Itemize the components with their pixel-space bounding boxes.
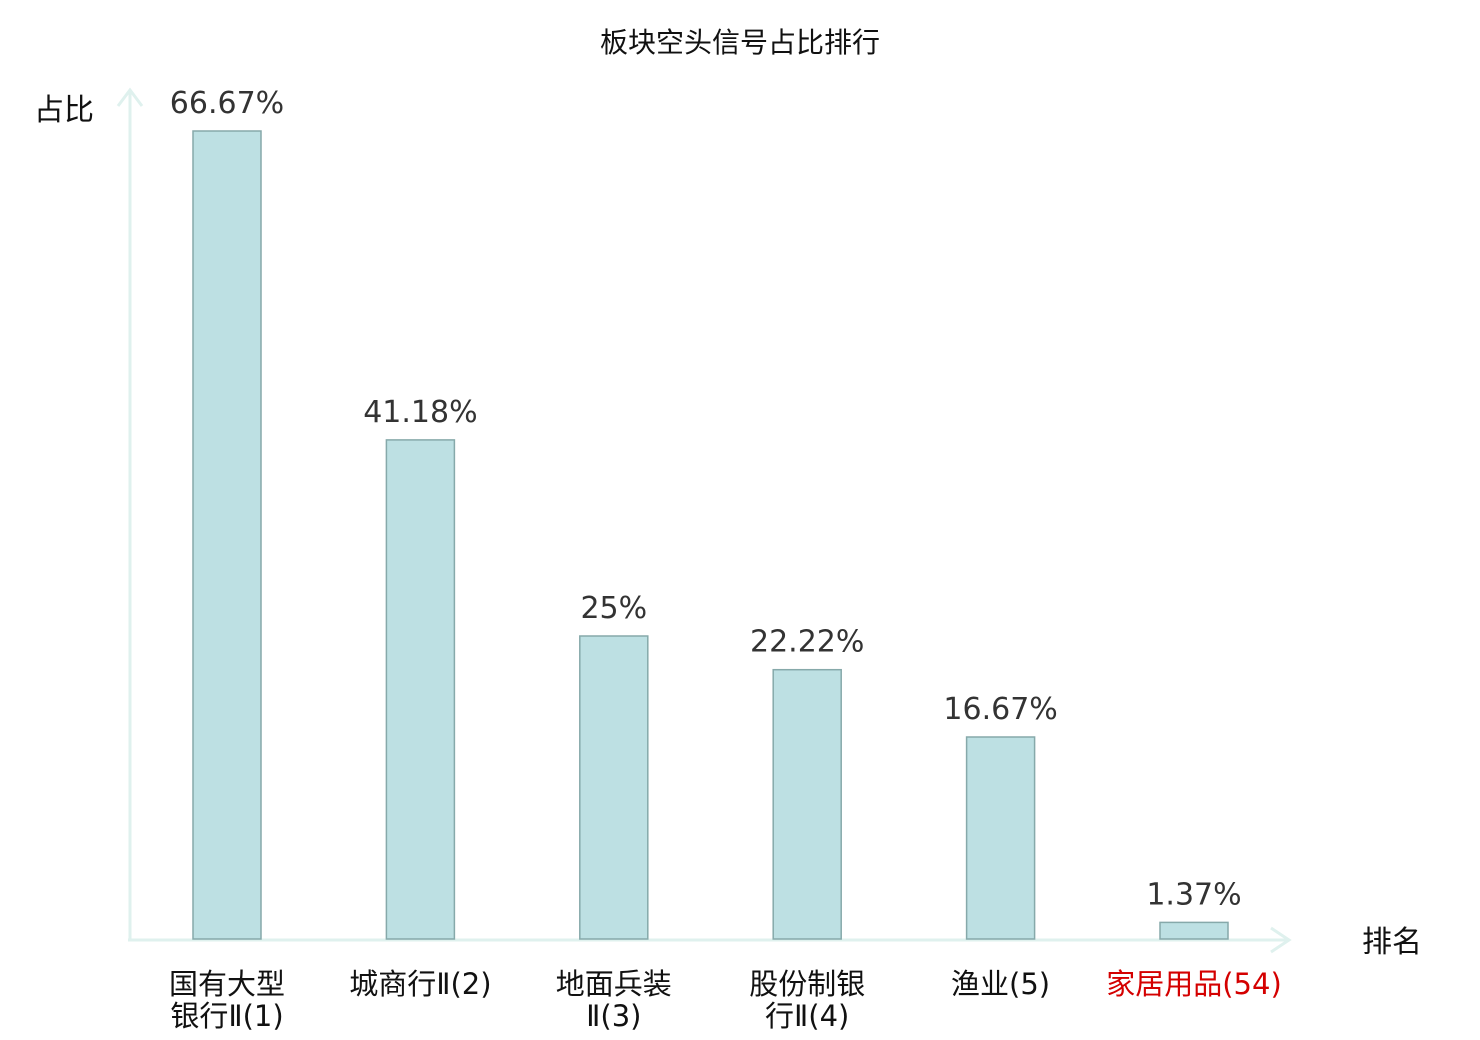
value-label: 25% [580,591,647,626]
axes [116,87,1292,954]
y-axis-arrow [116,87,144,107]
chart-title: 板块空头信号占比排行 [600,26,880,59]
bar [1159,921,1229,940]
category-label: 城商行Ⅱ(2) [349,967,491,1001]
category-labels-group: 国有大型银行Ⅱ(1) 城商行Ⅱ(2) 地面兵装 Ⅱ(3) 股份制银行Ⅱ(4) 渔业(5) 家… [169,967,1282,1033]
category-label: 股份制银行Ⅱ(4) [749,967,865,1033]
bar [772,668,842,940]
bar [385,439,456,940]
bar [579,635,649,940]
category-label: 国有大型银行Ⅱ(1) [169,967,285,1033]
bar [192,130,262,940]
x-axis-arrow [1270,926,1292,954]
category-label: 家居用品(54) [1106,967,1282,1001]
bar [965,736,1036,940]
y-axis-label: 占比 [34,93,94,128]
category-label: 地面兵装 Ⅱ(3) [556,967,672,1033]
value-label: 66.67% [170,86,284,121]
value-label: 22.22% [750,625,864,660]
value-label: 41.18% [363,395,477,430]
value-label: 1.37% [1146,877,1241,912]
value-labels-group: 66.67% 41.18% 25% 22.22% 16.67% 1.37% [170,86,1242,912]
x-axis-label: 排名 [1362,925,1422,960]
value-label: 16.67% [943,692,1057,727]
bars-group [192,130,1229,940]
category-label: 渔业(5) [951,967,1050,1001]
